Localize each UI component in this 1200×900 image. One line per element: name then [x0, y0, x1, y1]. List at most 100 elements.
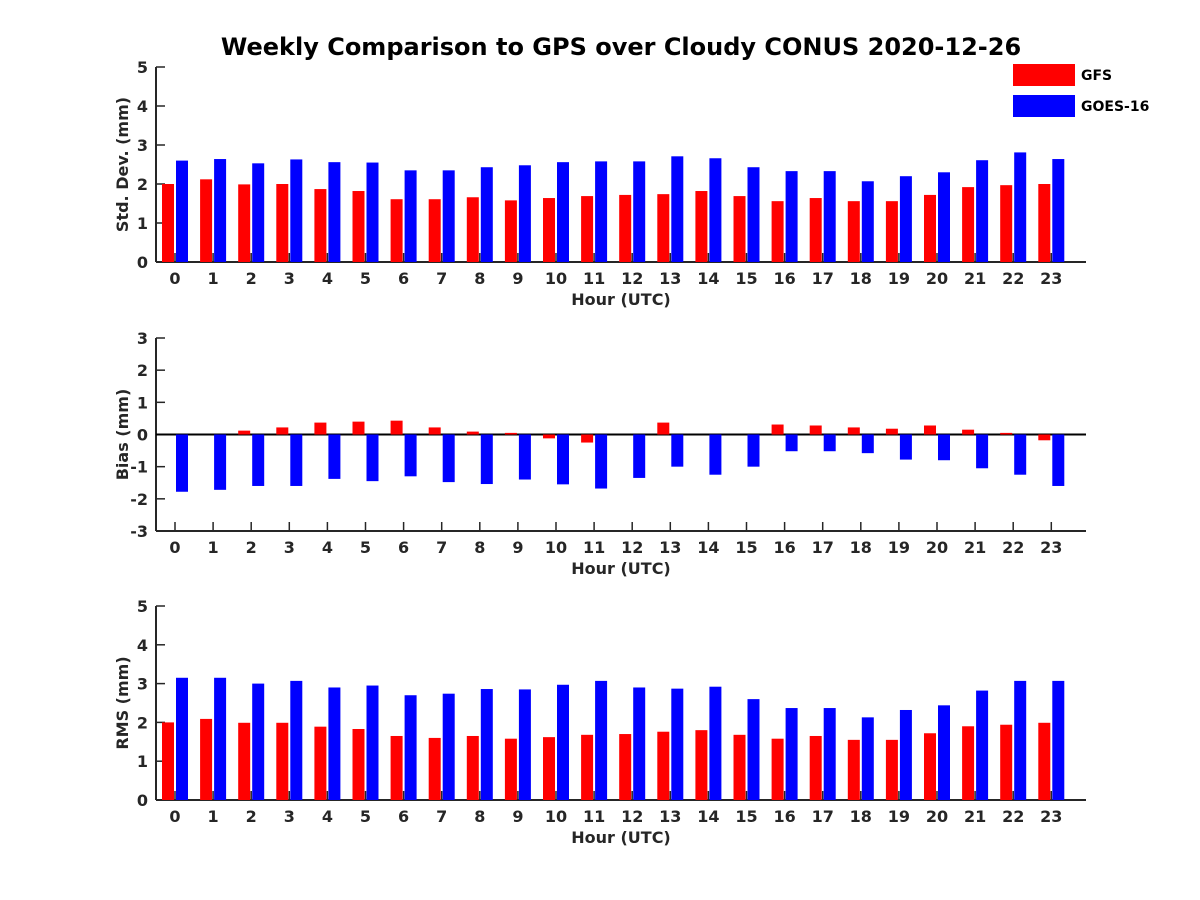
bar-gfs [352, 191, 365, 262]
x-tick-label: 13 [659, 807, 681, 826]
bar-gfs [238, 430, 251, 435]
x-tick-label: 12 [621, 538, 643, 557]
bar-goes-16 [252, 683, 265, 800]
legend: GFS GOES-16 [1013, 64, 1149, 117]
x-tick-label: 21 [964, 538, 986, 557]
bar-goes-16 [328, 687, 341, 800]
bar-goes-16 [176, 160, 188, 262]
y-tick-label: 3 [137, 136, 148, 155]
bar-goes-16 [518, 434, 531, 480]
bar-gfs [428, 199, 441, 262]
legend-label: GFS [1081, 68, 1112, 84]
chart-title: Weekly Comparison to GPS over Cloudy CON… [221, 33, 1021, 61]
x-tick-label: 21 [964, 807, 986, 826]
y-tick-label: 1 [137, 393, 148, 412]
x-tick-label: 14 [697, 269, 719, 288]
bar-gfs [1038, 184, 1051, 262]
bar-gfs [543, 737, 555, 800]
y-tick-label: 5 [137, 597, 148, 616]
bar-gfs [504, 200, 517, 262]
x-tick-label: 2 [246, 538, 257, 557]
bar-goes-16 [442, 693, 455, 800]
x-tick-label: 8 [474, 269, 485, 288]
x-tick-label: 9 [512, 269, 523, 288]
x-tick-label: 11 [583, 538, 605, 557]
bar-goes-16 [214, 677, 227, 800]
x-tick-label: 23 [1040, 807, 1062, 826]
x-tick-label: 12 [621, 269, 643, 288]
bar-gfs [543, 434, 555, 439]
x-tick-label: 16 [773, 807, 795, 826]
bar-gfs [809, 735, 822, 800]
bar-gfs [581, 734, 594, 800]
bar-goes-16 [938, 172, 950, 262]
x-axis-label: Hour (UTC) [571, 290, 671, 309]
bar-gfs [619, 194, 632, 262]
bar-goes-16 [785, 708, 798, 800]
bar-gfs [314, 726, 327, 800]
x-tick-label: 3 [284, 269, 295, 288]
bar-goes-16 [176, 677, 188, 800]
y-tick-label: 4 [137, 97, 148, 116]
bar-goes-16 [938, 434, 950, 461]
x-tick-label: 6 [398, 269, 409, 288]
bar-gfs [885, 428, 898, 435]
x-tick-label: 4 [322, 538, 333, 557]
x-tick-label: 5 [360, 538, 371, 557]
bar-goes-16 [899, 709, 912, 800]
bar-gfs [504, 738, 517, 800]
bar-goes-16 [290, 434, 303, 486]
bar-goes-16 [823, 171, 836, 262]
bar-goes-16 [976, 160, 989, 262]
bar-goes-16 [557, 684, 569, 800]
bar-goes-16 [1014, 152, 1027, 262]
x-tick-label: 1 [208, 269, 219, 288]
x-tick-label: 1 [208, 807, 219, 826]
x-tick-label: 4 [322, 269, 333, 288]
bar-gfs [1038, 722, 1051, 800]
bar-goes-16 [709, 158, 722, 262]
bar-goes-16 [480, 167, 493, 262]
x-tick-label: 18 [850, 538, 872, 557]
bar-gfs [352, 728, 365, 800]
y-tick-label: 4 [137, 636, 148, 655]
bar-gfs [657, 731, 670, 800]
x-tick-label: 10 [545, 807, 567, 826]
bar-gfs [962, 429, 975, 435]
x-tick-label: 20 [926, 807, 948, 826]
bar-goes-16 [861, 181, 874, 262]
x-tick-label: 17 [812, 538, 834, 557]
x-tick-label: 10 [545, 538, 567, 557]
bar-goes-16 [214, 159, 227, 262]
bar-goes-16 [480, 434, 493, 485]
y-tick-label: 5 [137, 58, 148, 77]
y-tick-label: 2 [137, 175, 148, 194]
bar-gfs [924, 194, 936, 262]
legend-swatch-goes-16 [1013, 95, 1075, 117]
bar-goes-16 [404, 695, 417, 800]
x-tick-label: 3 [284, 807, 295, 826]
legend-swatch-gfs [1013, 64, 1075, 86]
y-tick-label: 3 [137, 329, 148, 348]
bar-gfs [962, 187, 975, 262]
y-tick-label: 1 [137, 214, 148, 233]
x-tick-label: 10 [545, 269, 567, 288]
x-tick-label: 16 [773, 538, 795, 557]
x-tick-label: 7 [436, 269, 447, 288]
bar-gfs [771, 201, 784, 262]
x-tick-label: 23 [1040, 269, 1062, 288]
bar-gfs [162, 722, 174, 800]
bar-gfs [162, 184, 174, 262]
x-tick-label: 18 [850, 269, 872, 288]
bar-goes-16 [633, 687, 646, 800]
x-tick-label: 15 [735, 538, 757, 557]
bar-goes-16 [557, 434, 569, 485]
y-axis-label: Bias (mm) [113, 389, 132, 481]
bar-goes-16 [290, 680, 303, 800]
bar-goes-16 [747, 434, 760, 467]
x-tick-label: 5 [360, 807, 371, 826]
bar-gfs [1000, 185, 1013, 262]
